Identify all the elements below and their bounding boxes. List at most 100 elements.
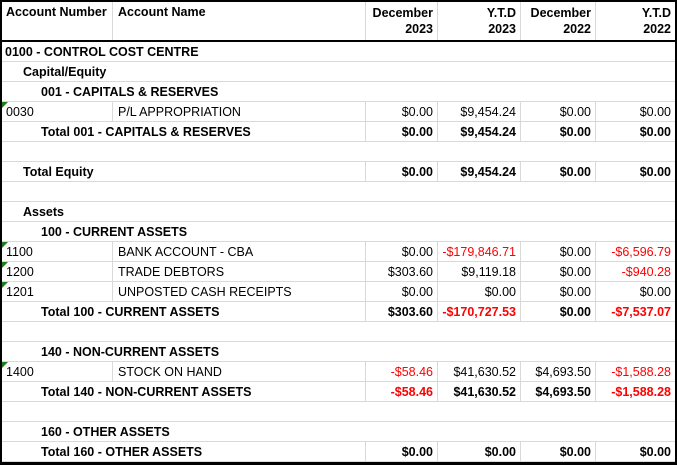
total-cell-ytd-2023[interactable]: $0.00 [437,442,520,461]
total-cell-december-2022[interactable]: $0.00 [520,302,595,321]
section-label: 160 - OTHER ASSETS [41,424,170,439]
total-label-cell[interactable]: Total 140 - NON-CURRENT ASSETS [2,382,365,401]
amount-cell-december-2023[interactable]: $0.00 [365,102,437,121]
amount-value: $0.00 [559,244,591,259]
account-number-cell[interactable]: 1201 [2,282,112,301]
amount-value: $0.00 [484,284,516,299]
amount-cell-december-2023[interactable]: $0.00 [365,242,437,261]
amount-cell-ytd-2022[interactable]: -$1,588.28 [595,362,675,381]
section-cell[interactable]: 140 - NON-CURRENT ASSETS [2,342,675,361]
account-name-cell[interactable]: UNPOSTED CASH RECEIPTS [112,282,365,301]
amount-cell-ytd-2023[interactable]: $9,454.24 [437,102,520,121]
amount-value: -$179,846.71 [442,244,516,259]
account-number-cell[interactable]: 1400 [2,362,112,381]
header-december-2023[interactable]: December 2023 [365,2,437,40]
section-cell[interactable]: 160 - OTHER ASSETS [2,422,675,441]
total-cell-december-2023[interactable]: $0.00 [365,122,437,141]
amount-cell-ytd-2022[interactable]: $0.00 [595,102,675,121]
amount-cell-ytd-2022[interactable]: $0.00 [595,282,675,301]
total-cell-december-2022[interactable]: $4,693.50 [520,382,595,401]
amount-cell-december-2023[interactable]: -$58.46 [365,362,437,381]
amount-value: -$6,596.79 [611,244,671,259]
account-name-cell[interactable]: TRADE DEBTORS [112,262,365,281]
header-ytd-2023[interactable]: Y.T.D 2023 [437,2,520,40]
error-indicator-icon [2,102,8,108]
total-cell-december-2023[interactable]: $0.00 [365,442,437,461]
header-ytd-2022[interactable]: Y.T.D 2022 [595,2,675,40]
blank-cell[interactable] [2,322,675,341]
amount-cell-ytd-2023[interactable]: $9,119.18 [437,262,520,281]
amount-value: $0.00 [401,284,433,299]
account-name: P/L APPROPRIATION [118,104,241,119]
account-number: 1400 [6,364,34,379]
total-cell-december-2022[interactable]: $0.00 [520,162,595,181]
section-cell[interactable]: 001 - CAPITALS & RESERVES [2,82,675,101]
total-label-cell[interactable]: Total 001 - CAPITALS & RESERVES [2,122,365,141]
account-number-cell[interactable]: 0030 [2,102,112,121]
amount-cell-ytd-2023[interactable]: $41,630.52 [437,362,520,381]
section-cell[interactable]: 0100 - CONTROL COST CENTRE [2,42,675,61]
total-cell-ytd-2023[interactable]: $41,630.52 [437,382,520,401]
account-number-cell[interactable]: 1100 [2,242,112,261]
section-cell[interactable]: Assets [2,202,675,221]
account-name: STOCK ON HAND [118,364,222,379]
total-cell-ytd-2022[interactable]: $0.00 [595,122,675,141]
total-value: -$7,537.07 [611,304,671,319]
account-number-cell[interactable]: 1200 [2,262,112,281]
total-value: $0.00 [559,124,591,139]
total-cell-ytd-2022[interactable]: -$7,537.07 [595,302,675,321]
amount-cell-december-2023[interactable]: $303.60 [365,262,437,281]
amount-cell-december-2022[interactable]: $0.00 [520,242,595,261]
total-cell-ytd-2022[interactable]: $0.00 [595,442,675,461]
amount-cell-december-2022[interactable]: $0.00 [520,102,595,121]
account-name-cell[interactable]: STOCK ON HAND [112,362,365,381]
total-cell-ytd-2022[interactable]: -$1,588.28 [595,382,675,401]
total-label-cell[interactable]: Total 100 - CURRENT ASSETS [2,302,365,321]
total-value: $0.00 [639,124,671,139]
header-ytd-label: Y.T.D [486,6,516,20]
total-cell-ytd-2023[interactable]: $9,454.24 [437,162,520,181]
blank-cell[interactable] [2,142,675,161]
account-name-cell[interactable]: BANK ACCOUNT - CBA [112,242,365,261]
total-cell-ytd-2022[interactable]: $0.00 [595,162,675,181]
amount-cell-ytd-2023[interactable]: $0.00 [437,282,520,301]
error-indicator-icon [2,242,8,248]
total-label-cell[interactable]: Total Equity [2,162,365,181]
total-cell-ytd-2023[interactable]: -$170,727.53 [437,302,520,321]
amount-value: $0.00 [559,264,591,279]
amount-cell-december-2022[interactable]: $4,693.50 [520,362,595,381]
total-cell-december-2023[interactable]: $0.00 [365,162,437,181]
account-name: BANK ACCOUNT - CBA [118,244,254,259]
amount-cell-december-2022[interactable]: $0.00 [520,282,595,301]
amount-cell-december-2022[interactable]: $0.00 [520,262,595,281]
total-cell-ytd-2023[interactable]: $9,454.24 [437,122,520,141]
account-name: UNPOSTED CASH RECEIPTS [118,284,292,299]
total-value: $0.00 [559,444,591,459]
header-december-2022[interactable]: December 2022 [520,2,595,40]
total-cell-december-2023[interactable]: -$58.46 [365,382,437,401]
header-account-number[interactable]: Account Number [6,5,107,19]
total-cell-december-2022[interactable]: $0.00 [520,442,595,461]
account-name-cell[interactable]: P/L APPROPRIATION [112,102,365,121]
header-account-name[interactable]: Account Name [112,2,365,40]
total-value: $0.00 [559,304,591,319]
account-row: 1201 UNPOSTED CASH RECEIPTS $0.00 $0.00 … [2,282,675,302]
account-row: 1400 STOCK ON HAND -$58.46 $41,630.52 $4… [2,362,675,382]
amount-cell-ytd-2023[interactable]: -$179,846.71 [437,242,520,261]
total-label-cell[interactable]: Total 160 - OTHER ASSETS [2,442,365,461]
amount-cell-ytd-2022[interactable]: -$6,596.79 [595,242,675,261]
blank-cell[interactable] [2,182,675,201]
section-row: Assets [2,202,675,222]
total-cell-december-2023[interactable]: $303.60 [365,302,437,321]
total-label: Total 001 - CAPITALS & RESERVES [41,124,251,139]
amount-cell-ytd-2022[interactable]: -$940.28 [595,262,675,281]
account-number: 1200 [6,264,34,279]
amount-cell-december-2023[interactable]: $0.00 [365,282,437,301]
section-cell[interactable]: Capital/Equity [2,62,675,81]
table-header: Account Number Account Name December 202… [2,2,675,42]
section-cell[interactable]: 100 - CURRENT ASSETS [2,222,675,241]
total-cell-december-2022[interactable]: $0.00 [520,122,595,141]
amount-value: $0.00 [401,244,433,259]
blank-cell[interactable] [2,402,675,421]
